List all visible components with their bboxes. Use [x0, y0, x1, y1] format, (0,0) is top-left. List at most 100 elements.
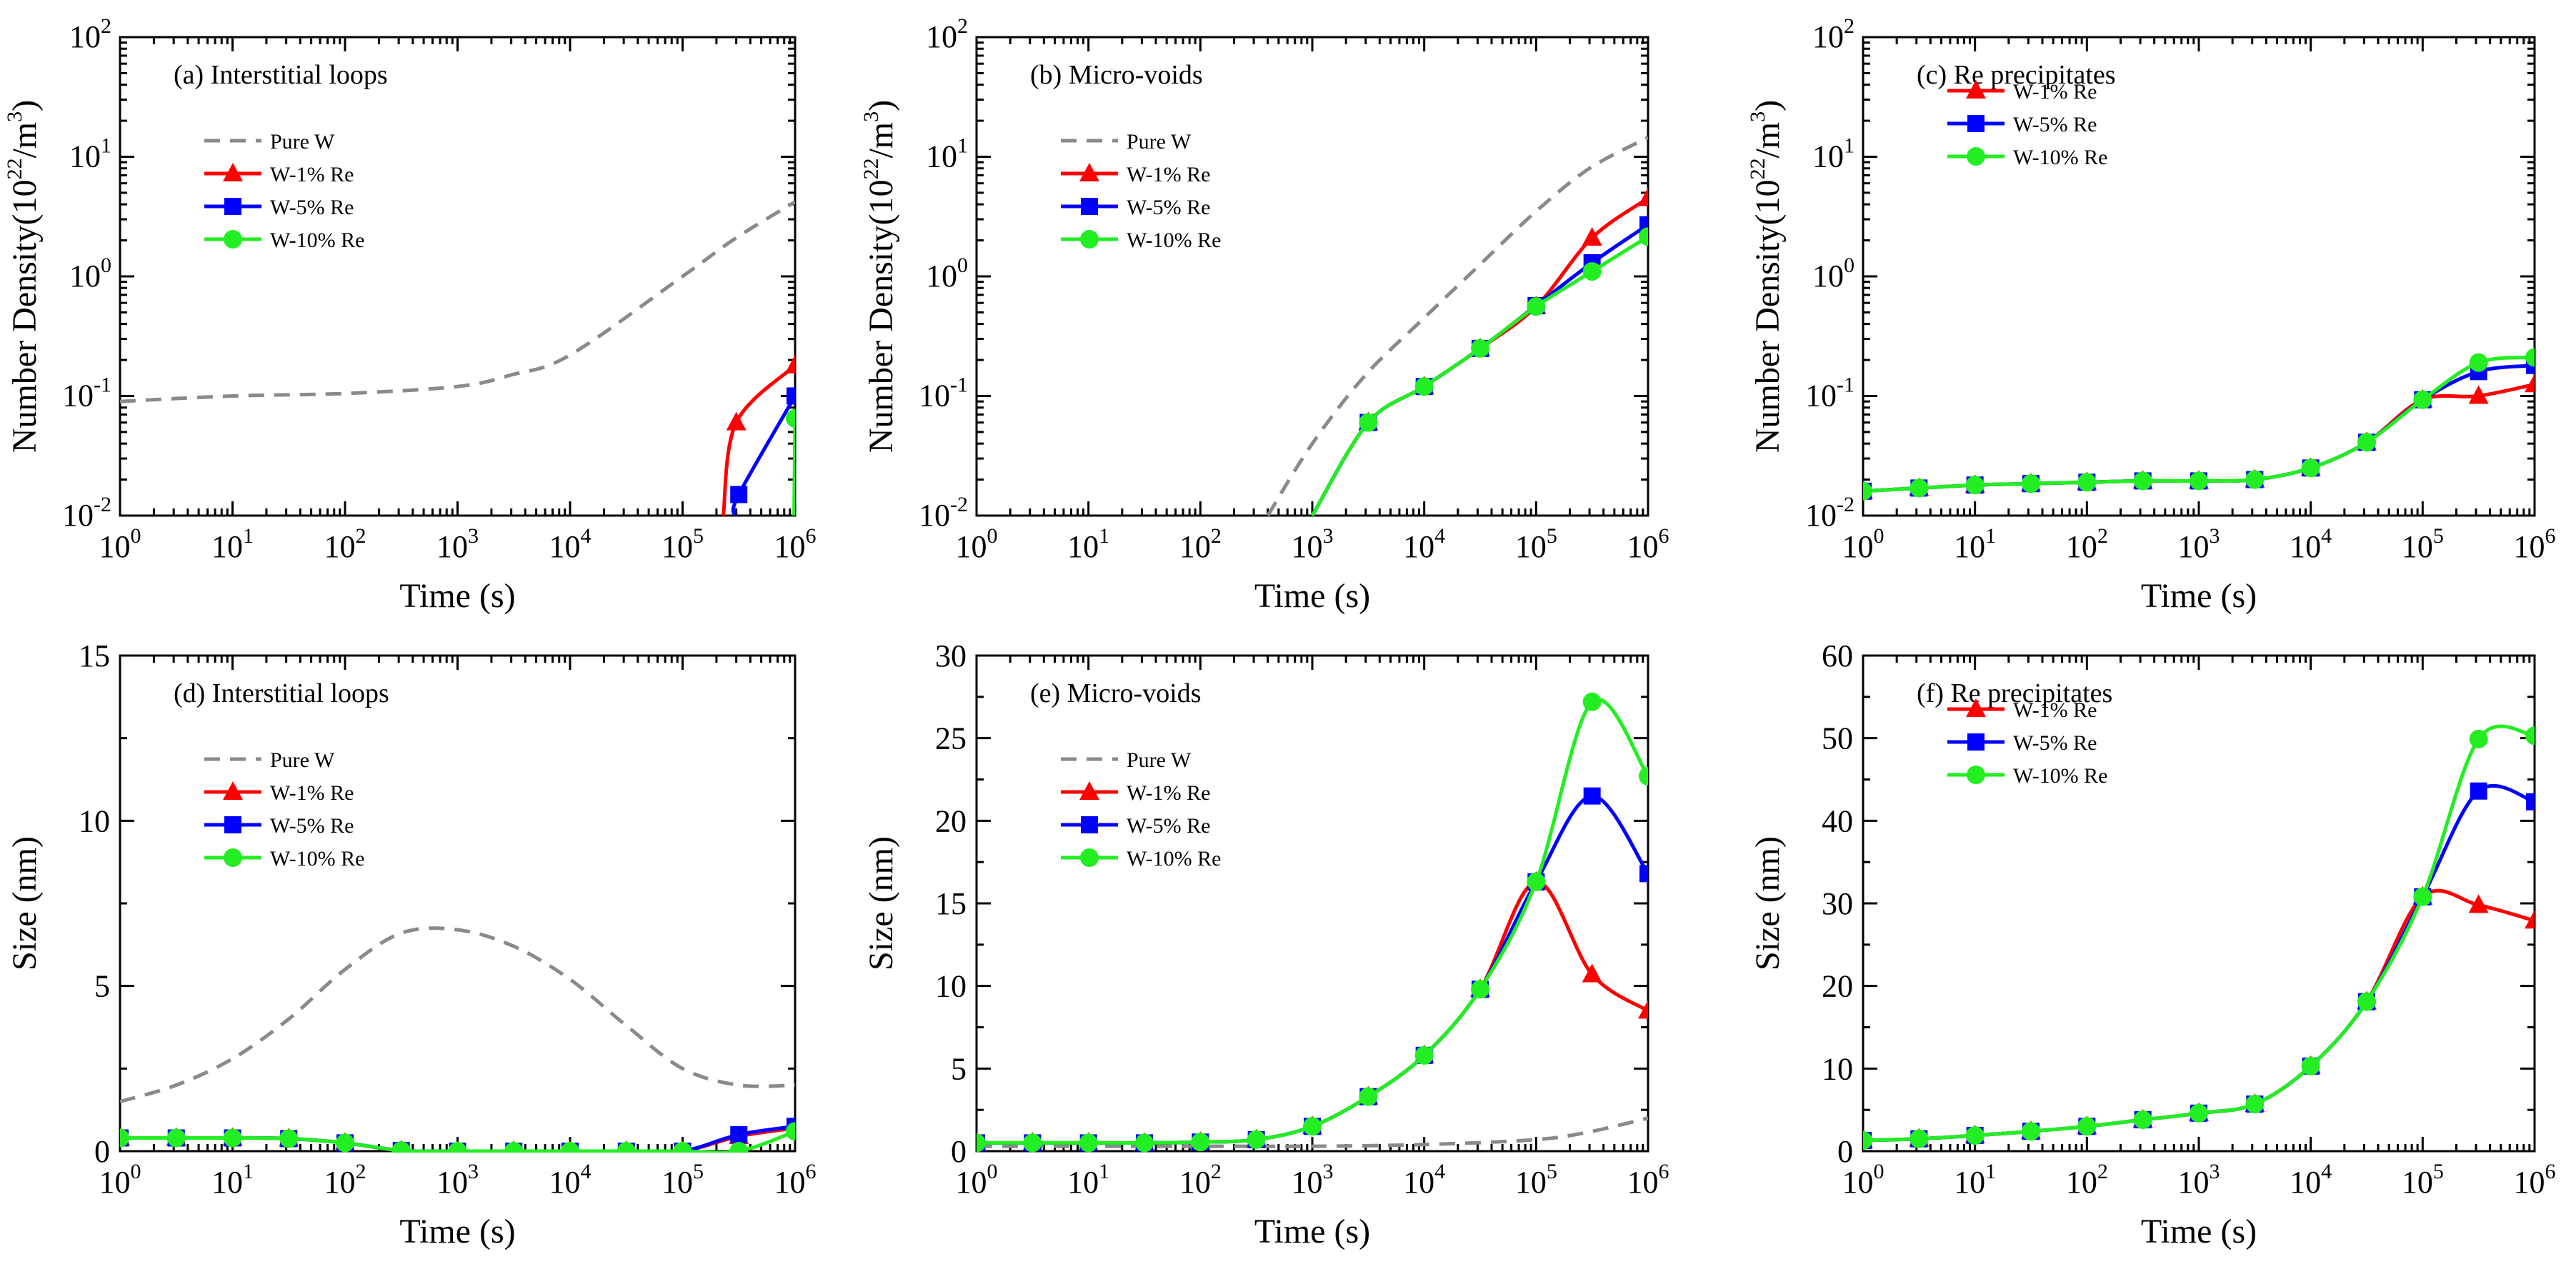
legend-marker-re1 — [223, 163, 243, 181]
data-point-re5 — [1639, 865, 1648, 883]
data-layer — [120, 926, 795, 1153]
x-tick-label: 101 — [211, 1160, 254, 1200]
data-layer — [1266, 136, 1648, 517]
data-point-re10 — [2190, 471, 2208, 491]
x-tick-label: 102 — [324, 524, 366, 564]
legend-marker-re5 — [1967, 733, 1985, 751]
y-axis-title: Size (nm) — [862, 836, 900, 970]
data-point-re10 — [223, 1128, 242, 1148]
data-point-re10 — [1191, 1133, 1210, 1152]
legend-label-re5: W-5% Re — [1127, 814, 1210, 838]
x-tick-label: 104 — [2290, 524, 2332, 564]
y-tick-label: 10-1 — [1805, 373, 1854, 413]
x-tick-label: 100 — [956, 1160, 998, 1200]
x-tick-label: 103 — [436, 1160, 479, 1200]
data-point-re5 — [730, 1125, 748, 1143]
data-point-re10 — [786, 1122, 795, 1141]
series-line-re10 — [1863, 724, 2535, 1143]
legend-label-pure: Pure W — [270, 748, 335, 772]
data-point-re10 — [2469, 353, 2488, 372]
chart-panel-f: 100 101 102 103 104 105 106 0 10 20 30 40 50 60 Time (… — [1749, 638, 2556, 1250]
data-point-re10 — [2245, 470, 2265, 489]
data-point-re1 — [2468, 385, 2489, 404]
x-tick-label: 103 — [1292, 1160, 1334, 1200]
y-tick-label: 10-2 — [62, 493, 111, 533]
series-line-re10 — [792, 418, 795, 516]
data-point-re10 — [1414, 377, 1434, 396]
y-tick-label: 10-2 — [919, 493, 968, 533]
x-tick-label: 106 — [1627, 1160, 1669, 1200]
legend-label-re1: W-1% Re — [270, 781, 354, 805]
legend-marker-re10 — [224, 230, 242, 249]
y-tick-label: 10 — [1822, 1051, 1853, 1086]
data-point-re10 — [279, 1129, 299, 1148]
data-point-re10 — [2077, 1117, 2097, 1136]
legend-marker-re5 — [224, 816, 241, 833]
series-line-pure — [120, 200, 795, 403]
data-point-re10 — [1079, 1133, 1098, 1153]
data-point-re5 — [1583, 787, 1601, 805]
data-point-re10 — [2190, 1103, 2208, 1123]
data-layer — [977, 692, 1648, 1153]
y-tick-label: 102 — [69, 14, 111, 54]
legend-marker-re1 — [1966, 80, 1986, 99]
legend-label-re10: W-10% Re — [270, 229, 364, 252]
x-tick-label: 102 — [324, 1160, 366, 1200]
legend-label-re1: W-1% Re — [2013, 80, 2097, 104]
data-point-re10 — [1863, 481, 1872, 501]
data-point-re10 — [2525, 726, 2535, 746]
x-tick-label: 101 — [1954, 524, 1996, 564]
y-axis-title: Size (nm) — [6, 836, 44, 970]
data-point-re10 — [1965, 1126, 1985, 1145]
data-point-re10 — [616, 1142, 636, 1153]
data-point-re10 — [1134, 1133, 1154, 1153]
data-point-re10 — [1359, 1087, 1378, 1106]
data-point-re10 — [2133, 471, 2152, 491]
x-tick-label: 100 — [99, 524, 141, 564]
x-tick-label: 105 — [662, 1160, 704, 1200]
data-point-re10 — [561, 1142, 579, 1153]
legend-marker-re10 — [1967, 766, 1985, 784]
y-tick-label: 15 — [935, 886, 967, 921]
y-tick-label: 10-1 — [62, 373, 111, 413]
legend-marker-re10 — [1080, 848, 1099, 867]
x-tick-label: 103 — [436, 524, 479, 564]
data-point-re5 — [787, 387, 795, 405]
legend-label-re5: W-5% Re — [270, 196, 354, 219]
legend-label-pure: Pure W — [1127, 130, 1192, 154]
legend-label-re5: W-5% Re — [1127, 196, 1210, 219]
panel-title: (a) Interstitial loops — [174, 60, 388, 90]
data-point-re5 — [2470, 782, 2487, 800]
y-tick-label: 0 — [1837, 1134, 1853, 1169]
panel-title: (b) Micro-voids — [1030, 60, 1203, 90]
legend-marker-re1 — [1966, 698, 1986, 717]
y-tick-label: 15 — [79, 638, 110, 673]
x-tick-label: 101 — [1067, 524, 1109, 564]
y-tick-label: 10 — [79, 803, 110, 838]
data-point-re10 — [1303, 1117, 1322, 1136]
legend-marker-re10 — [224, 848, 242, 867]
data-point-re10 — [2357, 992, 2377, 1011]
data-point-re10 — [2301, 458, 2320, 478]
data-point-re10 — [2413, 887, 2432, 906]
x-tick-label: 105 — [662, 524, 704, 564]
data-point-re10 — [1909, 478, 1929, 498]
x-tick-label: 106 — [774, 524, 817, 564]
x-tick-label: 100 — [1842, 524, 1884, 564]
y-axis-title: Size (nm) — [1749, 836, 1787, 970]
y-tick-label: 100 — [926, 254, 968, 294]
legend-label-re10: W-10% Re — [2013, 146, 2107, 169]
x-tick-label: 104 — [2290, 1160, 2332, 1200]
x-tick-label: 106 — [2514, 524, 2556, 564]
x-tick-label: 104 — [549, 1160, 591, 1200]
data-point-re5 — [2526, 793, 2535, 811]
series-line-re5 — [731, 395, 795, 516]
data-point-re10 — [2245, 1095, 2265, 1114]
data-point-re10 — [2469, 729, 2488, 748]
x-axis-title: Time (s) — [1254, 1213, 1370, 1250]
y-tick-label: 0 — [951, 1134, 967, 1169]
data-point-re1 — [2525, 373, 2535, 393]
series-line-pure — [120, 926, 795, 1103]
y-tick-label: 10-2 — [1805, 493, 1854, 533]
